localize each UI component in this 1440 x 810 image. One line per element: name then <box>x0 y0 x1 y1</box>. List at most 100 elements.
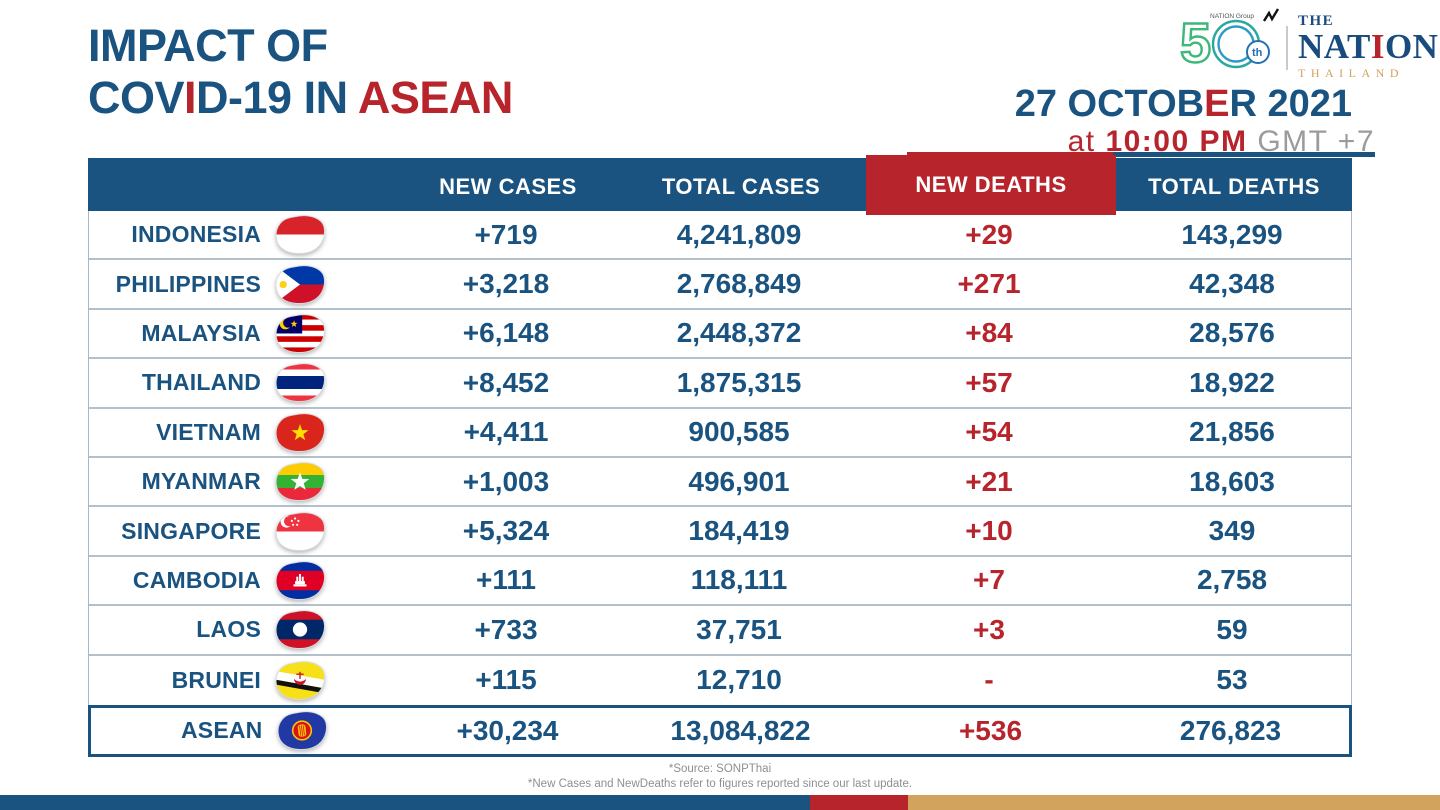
table-row-laos: LAOS +733 37,751 +3 59 <box>89 606 1351 656</box>
total-cases-cell: 2,448,372 <box>676 317 802 349</box>
total-deaths-cell: 143,299 <box>1181 218 1283 250</box>
new-deaths-cell: +7 <box>973 564 1005 596</box>
date-underline <box>907 152 1375 157</box>
total-deaths-cell: 349 <box>1208 515 1256 547</box>
table-row-thailand: THAILAND +8,452 1,875,315 +57 18,922 <box>89 359 1351 409</box>
page-title-line1: IMPACT OF <box>88 20 328 71</box>
country-cell: CAMBODIA <box>89 561 398 600</box>
total-deaths-cell: 42,348 <box>1189 268 1275 300</box>
new-cases-cell: +719 <box>474 218 538 250</box>
total-deaths-cell: 276,823 <box>1179 714 1282 746</box>
new-cases-cell: +115 <box>475 664 537 696</box>
new-deaths-column-header: NEW DEATHS <box>866 155 1116 215</box>
flag-myanmar-icon <box>274 462 326 501</box>
wordmark-thailand: THAILAND <box>1298 66 1404 80</box>
table-header-row: NEW CASES TOTAL CASES NEW DEATHS TOTAL D… <box>88 155 1352 215</box>
table-row-malaysia: MALAYSIA +6,148 2,448,372 +84 28,576 <box>89 309 1351 360</box>
total-cases-cell: 4,241,809 <box>676 218 802 250</box>
country-cell: INDONESIA <box>89 215 398 255</box>
new-cases-cell: +111 <box>476 564 536 596</box>
new-deaths-cell: +29 <box>965 218 1013 250</box>
country-name: SINGAPORE <box>121 517 261 544</box>
new-cases-cell: +3,218 <box>462 268 550 300</box>
flag-vietnam-icon <box>274 413 326 452</box>
new-deaths-cell: +536 <box>958 714 1023 746</box>
new-deaths-cell: +54 <box>965 416 1013 448</box>
new-cases-cell: +4,411 <box>463 416 549 448</box>
flag-laos-icon <box>274 610 326 650</box>
new-deaths-cell: +21 <box>965 465 1013 497</box>
total-cases-cell: 496,901 <box>688 465 790 497</box>
flag-cambodia-icon <box>274 561 326 600</box>
new-cases-cell: +30,234 <box>456 714 559 746</box>
flag-malaysia-icon <box>274 314 326 353</box>
bottom-bar-red-segment <box>810 795 908 810</box>
country-cell: PHILIPPINES <box>89 264 398 304</box>
total-deaths-cell: 2,758 <box>1196 564 1268 596</box>
total-deaths-cell: 18,603 <box>1189 465 1275 497</box>
bottom-bar <box>0 795 1440 810</box>
new-deaths-cell: +57 <box>965 366 1013 398</box>
country-name: INDONESIA <box>131 221 261 248</box>
wordmark-nation: NATION <box>1298 27 1439 66</box>
total-deaths-cell: 53 <box>1216 664 1248 696</box>
total-deaths-cell: 28,576 <box>1189 317 1275 349</box>
country-name: CAMBODIA <box>132 566 261 593</box>
total-cases-cell: 2,768,849 <box>676 268 802 300</box>
bottom-bar-blue-segment <box>0 795 810 810</box>
the-nation-wordmark: THE NATION THAILAND <box>1298 13 1438 81</box>
table-row-singapore: SINGAPORE +5,324 184,419 +10 349 <box>89 507 1351 557</box>
nation-50th-anniversary-logo: 5 th NATION Group <box>1179 8 1280 74</box>
nation-group-label: NATION Group <box>1210 13 1254 20</box>
table-body: INDONESIA +719 4,241,809 +29 143,299 PHILIPPI… <box>87 211 1352 757</box>
total-cases-cell: 184,419 <box>688 515 790 547</box>
wordmark-the: THE <box>1298 13 1335 29</box>
country-cell: SINGAPORE <box>89 511 398 551</box>
footnotes: *Source: SONPThai *New Cases and NewDeat… <box>0 762 1440 792</box>
underline-red-segment <box>907 152 1113 157</box>
country-name: PHILIPPINES <box>115 270 261 297</box>
table-row-asean: ASEAN +30,234 13,084,822 +536 276,823 <box>87 704 1352 757</box>
total-cases-column-header: TOTAL CASES <box>661 173 821 199</box>
country-cell: BRUNEI <box>89 660 398 700</box>
flag-thailand-icon <box>274 363 326 403</box>
country-cell: ASEAN <box>91 711 400 751</box>
new-cases-cell: +8,452 <box>462 366 550 398</box>
country-cell: VIETNAM <box>89 413 398 452</box>
report-date: 27 OCTOBER 2021 <box>1014 83 1352 125</box>
page-title-line2: COVID-19 IN ASEAN <box>88 72 513 123</box>
total-deaths-column-header: TOTAL DEATHS <box>1148 173 1320 199</box>
table-row-vietnam: VIETNAM +4,411 900,585 +54 21,856 <box>89 408 1351 458</box>
new-cases-cell: +733 <box>474 613 538 645</box>
underline-blue-segment <box>1113 152 1375 157</box>
new-cases-cell: +1,003 <box>462 465 550 497</box>
table-row-brunei: BRUNEI +115 12,710 - 53 <box>89 655 1351 705</box>
total-deaths-cell: 18,922 <box>1189 366 1275 398</box>
flag-philippines-icon <box>274 264 326 304</box>
new-deaths-cell: - <box>984 664 994 696</box>
total-cases-cell: 12,710 <box>696 664 782 696</box>
total-deaths-cell: 59 <box>1216 613 1248 645</box>
table-row-indonesia: INDONESIA +719 4,241,809 +29 143,299 <box>89 211 1351 261</box>
footnote-definition: *New Cases and NewDeaths refer to figure… <box>527 778 913 790</box>
country-name: MYANMAR <box>141 468 261 495</box>
footnote-source: *Source: SONPThai <box>668 763 772 775</box>
total-cases-cell: 13,084,822 <box>670 714 811 746</box>
nation-group-swoosh-icon <box>1262 8 1280 22</box>
total-cases-cell: 900,585 <box>688 416 790 448</box>
table-row-myanmar: MYANMAR +1,003 496,901 +21 18,603 <box>89 457 1351 508</box>
total-cases-cell: 37,751 <box>696 613 782 645</box>
new-deaths-cell: +84 <box>965 317 1013 349</box>
country-cell: LAOS <box>89 610 398 650</box>
country-name: BRUNEI <box>171 666 261 693</box>
new-deaths-cell: +271 <box>957 268 1021 300</box>
new-cases-cell: +6,148 <box>462 317 550 349</box>
country-name: ASEAN <box>180 717 263 744</box>
total-cases-cell: 118,111 <box>690 564 788 596</box>
flag-asean-icon <box>276 711 328 751</box>
svg-text:th: th <box>1252 47 1263 59</box>
total-deaths-cell: 21,856 <box>1189 416 1275 448</box>
covid-data-table: NEW CASES TOTAL CASES NEW DEATHS TOTAL D… <box>87 155 1352 757</box>
table-row-cambodia: CAMBODIA +111 118,111 +7 2,758 <box>89 556 1351 607</box>
